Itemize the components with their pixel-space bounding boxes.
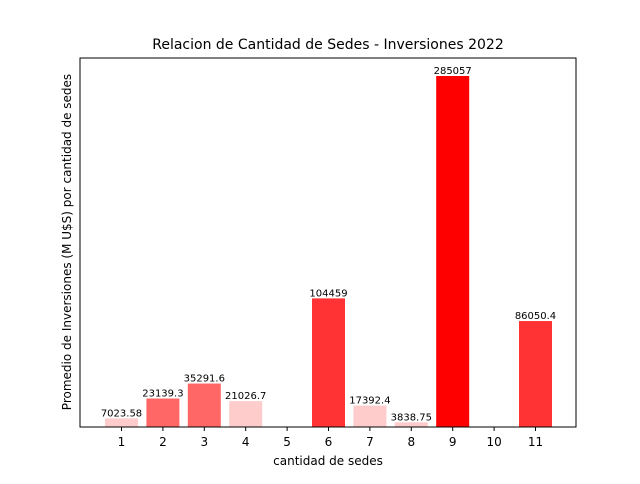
- value-label-11: 86050.4: [515, 311, 556, 322]
- chart-title: Relacion de Cantidad de Sedes - Inversio…: [152, 37, 503, 53]
- value-label-8: 3838.75: [391, 412, 432, 423]
- value-label-7: 17392.4: [349, 396, 390, 407]
- value-label-9: 285057: [434, 66, 472, 77]
- value-label-2: 23139.3: [142, 389, 183, 400]
- x-tick-label: 9: [449, 435, 457, 449]
- x-tick-label: 4: [242, 435, 250, 449]
- value-label-1: 7023.58: [101, 408, 142, 419]
- bar-6: [312, 298, 345, 427]
- bar-7: [353, 405, 387, 427]
- x-tick-label: 2: [159, 435, 167, 449]
- x-tick-label: 1: [118, 435, 126, 449]
- value-label-4: 21026.7: [225, 391, 266, 402]
- plot-frame: [79, 57, 577, 428]
- bar-1: [105, 418, 138, 427]
- x-tick-label: 11: [528, 435, 543, 449]
- value-label-3: 35291.6: [184, 374, 225, 385]
- x-tick-label: 3: [200, 435, 208, 449]
- bars-layer: [105, 76, 552, 427]
- x-axis-label: cantidad de sedes: [273, 454, 383, 468]
- value-label-6: 104459: [309, 288, 347, 299]
- bar-4: [229, 401, 263, 427]
- bar-8: [394, 422, 428, 427]
- y-axis-label: Promedio de Inversiones (M U$S) por cant…: [60, 74, 74, 410]
- bar-11: [519, 321, 552, 427]
- x-tick-label: 7: [366, 435, 374, 449]
- x-tick-label: 6: [325, 435, 333, 449]
- bar-9: [436, 76, 470, 427]
- x-tick-label: 8: [407, 435, 415, 449]
- x-tick-label: 10: [486, 435, 501, 449]
- bar-3: [187, 383, 221, 427]
- bar-2: [146, 398, 180, 427]
- x-tick-label: 5: [283, 435, 291, 449]
- x-ticks-layer: 1 2 3 4 5 6 7 8 9 10 11: [118, 427, 543, 449]
